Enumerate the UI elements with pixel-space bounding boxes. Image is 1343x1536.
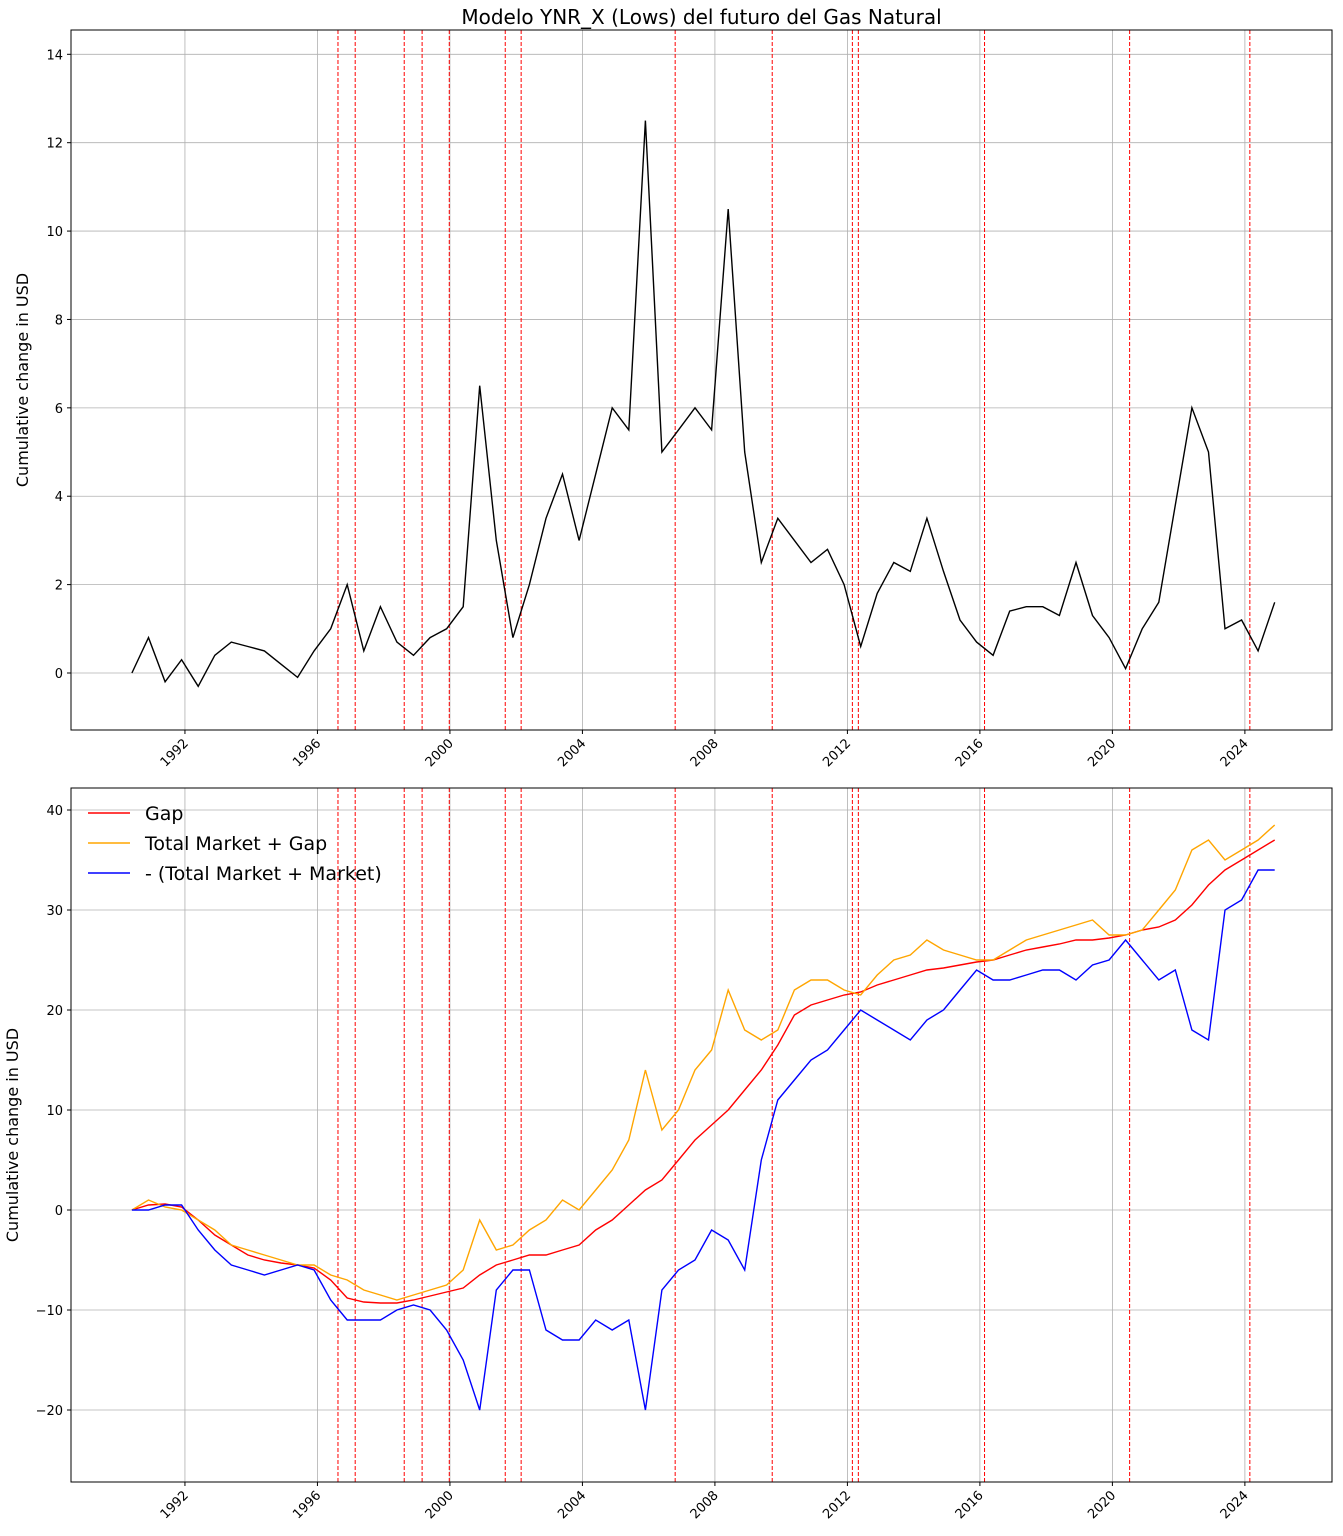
- data-line: [131, 824, 1276, 1301]
- x-tick-label: 2024: [1218, 1488, 1252, 1522]
- x-tick-label: 2024: [1218, 736, 1252, 770]
- y-tick-label: 4: [55, 490, 63, 505]
- x-tick-label: 2008: [688, 736, 722, 770]
- legend-label: - (Total Market + Market): [145, 863, 382, 885]
- y-axis-label: Cumulative change in USD: [3, 1028, 22, 1242]
- y-tick-label: −20: [36, 1404, 63, 1419]
- y-tick-label: 0: [55, 1204, 63, 1219]
- x-tick-label: 2000: [423, 736, 457, 770]
- chart-title: Modelo YNR_X (Lows) del futuro del Gas N…: [461, 5, 941, 29]
- x-tick-label: 1996: [290, 1488, 324, 1522]
- y-tick-label: 0: [55, 667, 63, 682]
- y-tick-label: 2: [55, 579, 63, 594]
- y-tick-label: −10: [36, 1304, 63, 1319]
- data-line: [131, 839, 1276, 1304]
- y-tick-label: 6: [55, 402, 63, 417]
- x-tick-label: 2016: [953, 1488, 987, 1522]
- y-tick-label: 30: [46, 904, 63, 919]
- y-axis-label: Cumulative change in USD: [13, 273, 32, 487]
- plot-frame: [70, 787, 1333, 1483]
- x-tick-label: 1992: [158, 1488, 192, 1522]
- y-tick-label: 10: [46, 225, 63, 240]
- x-tick-label: 1992: [158, 736, 192, 770]
- x-tick-label: 2012: [820, 736, 854, 770]
- y-tick-label: 10: [46, 1104, 63, 1119]
- x-tick-label: 2000: [423, 1488, 457, 1522]
- plot-frame: [70, 29, 1333, 731]
- data-line: [131, 869, 1275, 1411]
- x-tick-label: 1996: [290, 736, 324, 770]
- data-line: [131, 120, 1276, 688]
- x-tick-label: 2008: [688, 1488, 722, 1522]
- x-tick-label: 2016: [953, 736, 987, 770]
- y-tick-label: 20: [46, 1004, 63, 1019]
- legend-label: Total Market + Gap: [144, 833, 327, 855]
- y-tick-label: 12: [46, 137, 63, 152]
- x-tick-label: 2020: [1085, 1488, 1119, 1522]
- x-tick-label: 2012: [820, 1488, 854, 1522]
- x-tick-label: 2020: [1085, 736, 1119, 770]
- y-tick-label: 40: [46, 804, 63, 819]
- x-tick-label: 2004: [555, 736, 589, 770]
- legend-label: Gap: [145, 803, 183, 825]
- y-tick-label: 14: [46, 48, 63, 63]
- y-tick-label: 8: [55, 313, 63, 328]
- x-tick-label: 2004: [555, 1488, 589, 1522]
